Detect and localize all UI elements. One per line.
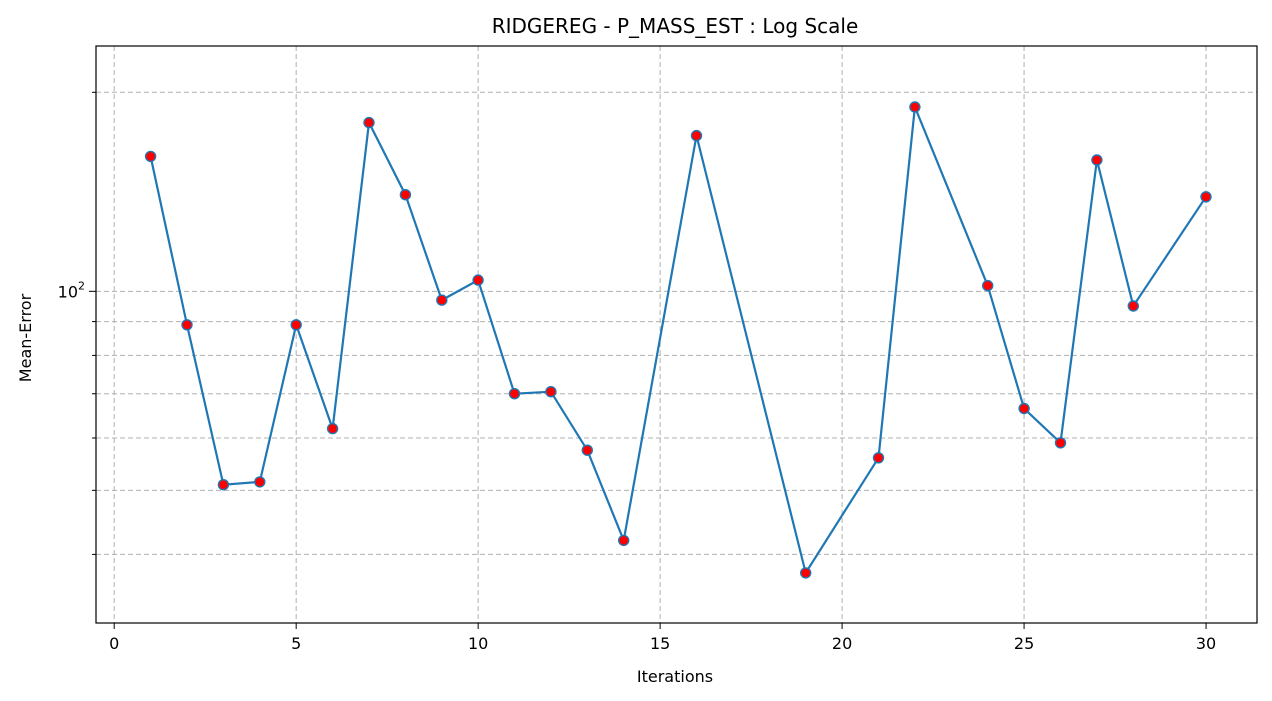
plot-frame	[95, 45, 1258, 624]
grid-lines	[96, 46, 1257, 623]
data-point	[545, 386, 557, 398]
x-tick-label: 15	[650, 634, 670, 653]
data-point	[618, 534, 630, 547]
x-tick-label: 0	[109, 634, 119, 653]
data-point	[982, 279, 994, 292]
y-axis-label: Mean-Error	[16, 293, 35, 382]
data-point	[872, 452, 885, 464]
data-point	[399, 188, 412, 201]
x-tick-label: 5	[291, 634, 301, 653]
data-point	[254, 476, 266, 488]
data-point	[1127, 300, 1140, 312]
data-markers	[144, 101, 1212, 579]
chart-title: RIDGEREG - P_MASS_EST : Log Scale	[492, 14, 859, 38]
y-tick-label: 102	[58, 279, 85, 301]
series-line	[149, 106, 1207, 576]
data-point	[1200, 191, 1212, 203]
data-point	[181, 319, 193, 331]
data-point	[909, 101, 921, 113]
x-tick-label: 10	[468, 634, 488, 653]
data-point	[800, 567, 812, 579]
axis-ticks: 0 5 10 15 20 25 30 102	[58, 91, 1216, 653]
data-point	[508, 388, 521, 400]
data-point	[1091, 154, 1103, 166]
data-point	[290, 319, 302, 331]
data-point	[1054, 437, 1067, 449]
data-point	[363, 116, 375, 129]
data-point	[690, 129, 703, 142]
x-tick-label: 25	[1014, 634, 1034, 653]
data-point	[144, 150, 157, 163]
data-point	[436, 294, 448, 306]
data-point	[1018, 402, 1030, 415]
data-point	[217, 479, 230, 491]
x-tick-label: 20	[832, 634, 852, 653]
data-point	[472, 274, 484, 286]
x-axis-label: Iterations	[637, 667, 713, 686]
data-point	[326, 422, 339, 435]
x-tick-label: 30	[1196, 634, 1216, 653]
data-point	[581, 444, 593, 456]
